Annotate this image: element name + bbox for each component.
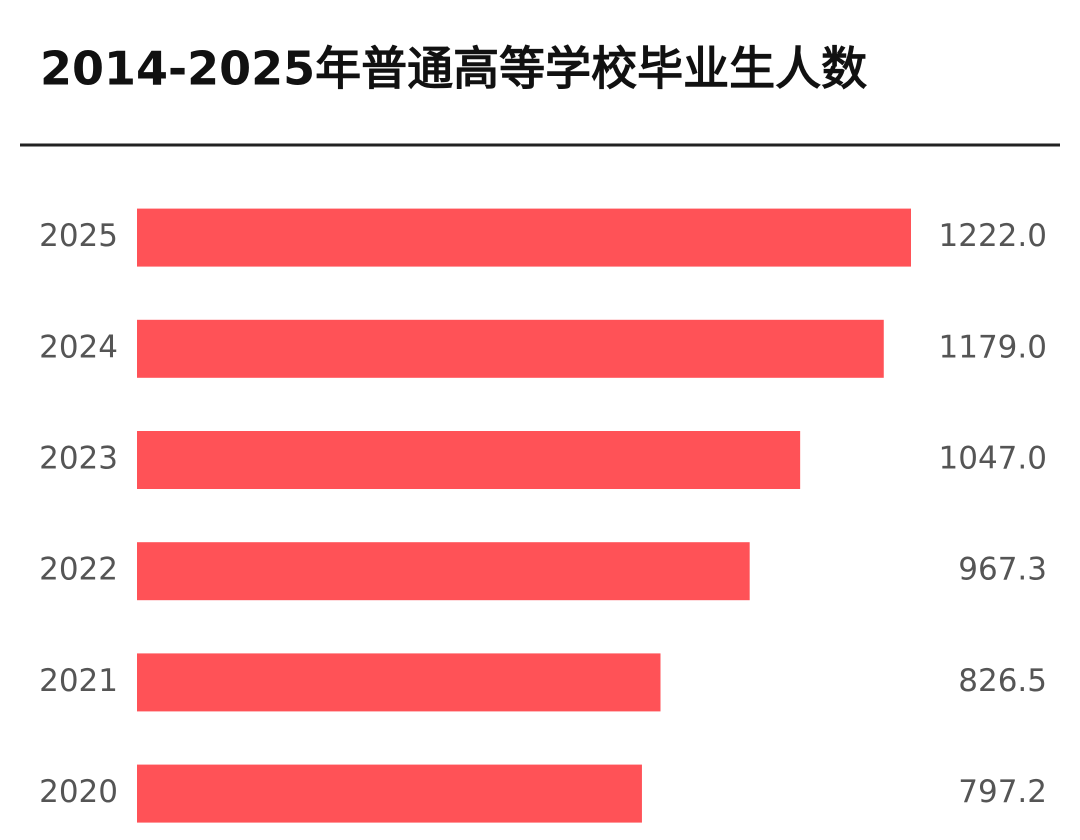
category-label: 2024 <box>39 329 118 365</box>
category-label: 2020 <box>39 774 118 810</box>
category-label: 2025 <box>39 218 118 254</box>
chart-title: 2014-2025年普通高等学校毕业生人数 <box>40 42 867 96</box>
bar <box>137 319 884 378</box>
category-label: 2023 <box>39 441 118 477</box>
value-label: 797.2 <box>958 774 1047 810</box>
bar <box>137 764 642 823</box>
bar <box>137 653 661 712</box>
value-label: 1179.0 <box>939 329 1047 365</box>
category-label: 2022 <box>39 552 118 588</box>
value-label: 1047.0 <box>939 441 1047 477</box>
bar <box>137 431 801 489</box>
value-label: 967.3 <box>958 552 1047 588</box>
value-label: 826.5 <box>958 663 1047 699</box>
bar <box>137 208 911 267</box>
category-label: 2021 <box>39 663 118 699</box>
value-label: 1222.0 <box>939 218 1047 254</box>
bar <box>137 542 750 601</box>
